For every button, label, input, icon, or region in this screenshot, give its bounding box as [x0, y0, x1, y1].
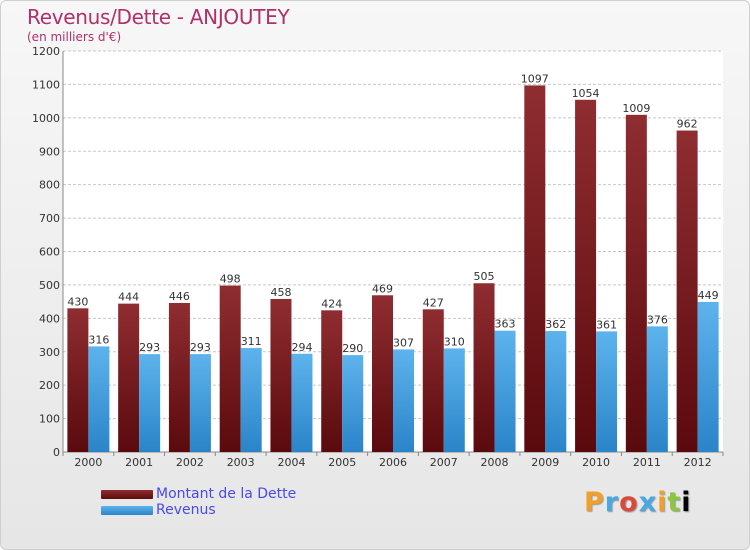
bar-revenus	[88, 346, 110, 452]
bar-dette	[625, 114, 647, 452]
logo-letter: r	[604, 487, 620, 518]
bar-revenus	[291, 353, 313, 452]
x-tick-label: 2000	[74, 456, 102, 469]
y-tick-label: 500	[39, 279, 60, 292]
logo-letter: i	[681, 487, 692, 518]
bar-revenus	[342, 355, 364, 452]
x-tick-label: 2006	[379, 456, 407, 469]
data-label-revenus: 449	[698, 289, 719, 302]
bar-dette	[473, 283, 495, 452]
legend-swatch-dette	[101, 490, 153, 499]
data-label-revenus: 290	[342, 342, 363, 355]
data-label-dette: 469	[372, 282, 393, 295]
data-label-dette: 430	[67, 295, 88, 308]
y-tick-label: 400	[39, 312, 60, 325]
y-tick-label: 1200	[32, 45, 60, 58]
bar-dette	[422, 309, 444, 452]
x-tick-label: 2010	[582, 456, 610, 469]
logo-letter: t	[667, 487, 682, 518]
data-label-dette: 424	[321, 297, 342, 310]
bar-revenus	[443, 348, 465, 452]
data-label-revenus: 376	[647, 313, 668, 326]
x-tick-label: 2007	[430, 456, 458, 469]
y-tick-label: 1000	[32, 112, 60, 125]
bar-dette	[575, 99, 597, 452]
x-tick-label: 2012	[684, 456, 712, 469]
bar-dette	[524, 85, 546, 453]
chart-subtitle: (en milliers d'€)	[27, 30, 122, 44]
data-label-dette: 1009	[622, 102, 650, 115]
bar-revenus	[240, 348, 262, 452]
legend-swatch-revenus	[101, 506, 153, 515]
data-label-revenus: 293	[190, 341, 211, 354]
y-tick-label: 200	[39, 379, 60, 392]
bar-dette	[168, 302, 190, 452]
bar-revenus	[545, 331, 567, 452]
data-label-dette: 962	[677, 118, 698, 131]
data-label-revenus: 311	[241, 335, 262, 348]
data-label-dette: 505	[474, 270, 495, 283]
data-label-dette: 1097	[521, 72, 549, 85]
bar-dette	[372, 295, 393, 452]
bar-revenus	[189, 354, 211, 452]
bar-revenus	[697, 301, 719, 452]
legend-label-dette: Montant de la Dette	[156, 486, 297, 502]
data-label-dette: 458	[270, 286, 291, 299]
data-label-revenus: 310	[444, 335, 465, 348]
bar-dette	[219, 285, 241, 452]
y-tick-label: 800	[39, 179, 60, 192]
x-tick-label: 2001	[125, 456, 153, 469]
bar-revenus	[646, 326, 668, 452]
proxiti-logo: Proxiti	[584, 487, 692, 518]
logo-letter: P	[584, 487, 605, 518]
bar-revenus	[393, 349, 414, 452]
data-label-dette: 1054	[572, 87, 600, 100]
data-label-revenus: 362	[545, 318, 566, 331]
x-tick-label: 2009	[531, 456, 559, 469]
data-label-revenus: 316	[88, 333, 109, 346]
data-label-revenus: 307	[393, 336, 414, 349]
x-tick-label: 2008	[481, 456, 509, 469]
y-tick-label: 100	[39, 413, 60, 426]
y-tick-label: 600	[39, 246, 60, 259]
bar-revenus	[139, 354, 161, 452]
data-label-revenus: 294	[291, 341, 312, 354]
x-tick-label: 2003	[227, 456, 255, 469]
data-label-dette: 427	[423, 296, 444, 309]
bar-dette	[676, 130, 698, 452]
logo-letter: x	[638, 487, 658, 518]
y-tick-label: 300	[39, 346, 60, 359]
x-tick-label: 2004	[277, 456, 305, 469]
bar-revenus	[596, 331, 618, 452]
x-tick-label: 2005	[328, 456, 356, 469]
data-label-revenus: 361	[596, 318, 617, 331]
bar-dette	[118, 303, 140, 452]
data-label-dette: 444	[118, 291, 139, 304]
data-label-revenus: 293	[139, 341, 160, 354]
y-tick-label: 0	[53, 446, 60, 459]
chart-title: Revenus/Dette - ANJOUTEY	[27, 5, 290, 29]
data-label-revenus: 363	[495, 318, 516, 331]
y-tick-label: 900	[39, 145, 60, 158]
y-tick-label: 1100	[32, 78, 60, 91]
x-tick-label: 2002	[176, 456, 204, 469]
bar-revenus	[494, 330, 516, 452]
logo-letter: o	[619, 487, 639, 518]
data-label-dette: 498	[220, 273, 241, 286]
logo-letter: i	[657, 487, 668, 518]
data-label-dette: 446	[169, 290, 190, 303]
x-tick-label: 2011	[633, 456, 661, 469]
legend-label-revenus: Revenus	[156, 502, 216, 518]
y-tick-label: 700	[39, 212, 60, 225]
bar-dette	[270, 298, 292, 452]
bar-dette	[67, 308, 89, 452]
bar-dette	[321, 310, 343, 452]
